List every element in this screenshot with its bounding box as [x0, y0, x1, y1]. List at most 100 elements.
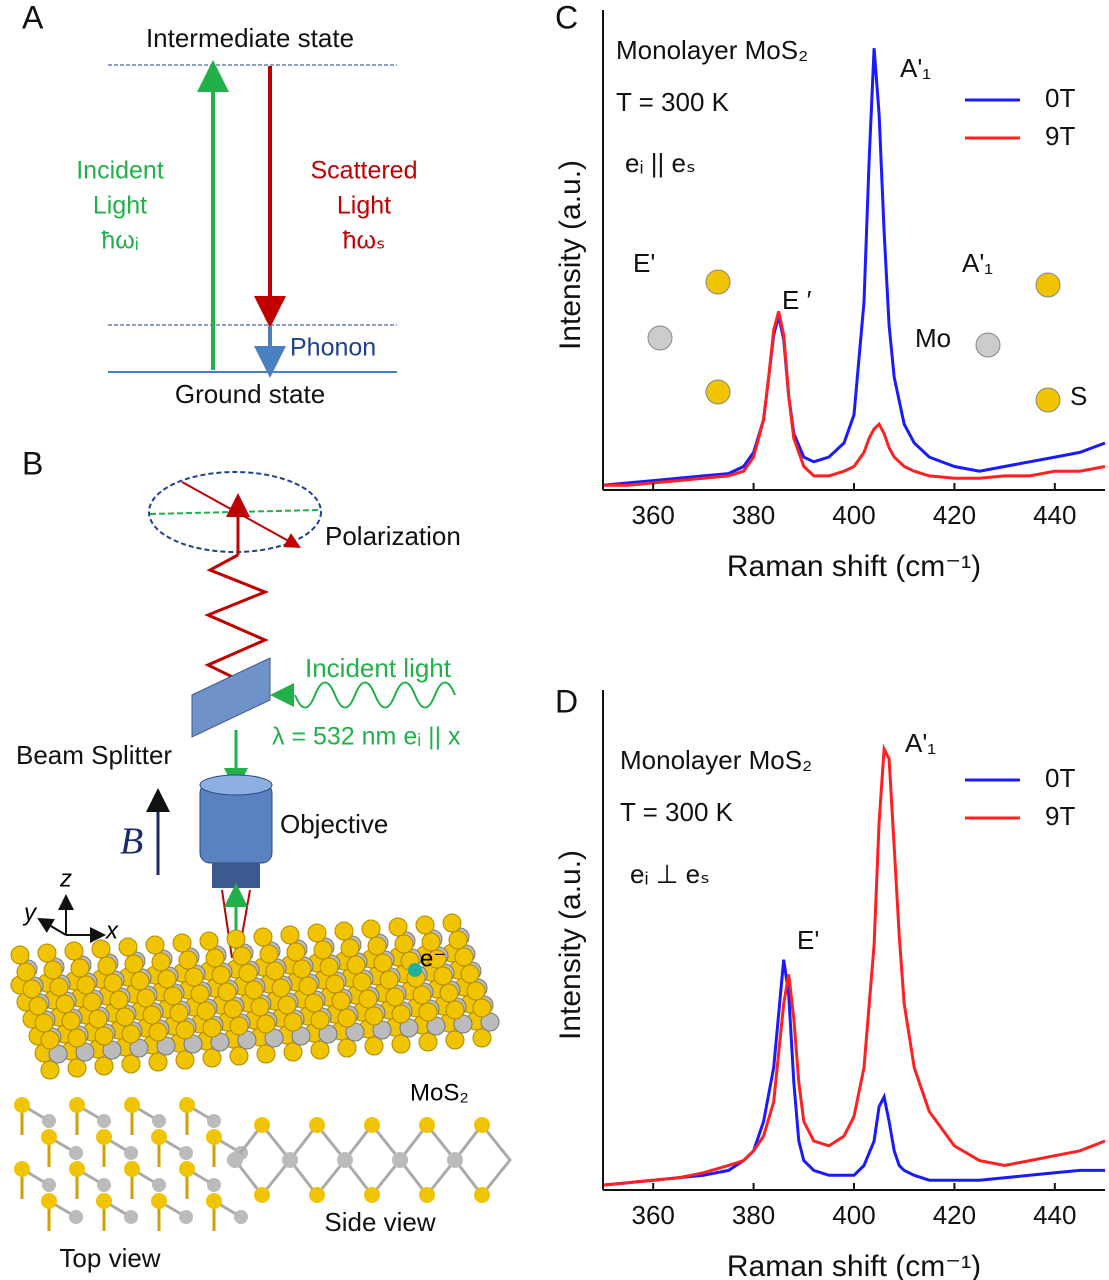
atom [337, 1152, 353, 1168]
atom [152, 1114, 166, 1128]
annotation: E ′ [782, 285, 812, 315]
series-line [602, 48, 1106, 487]
atom [94, 1056, 114, 1076]
atom [124, 1146, 138, 1160]
label: MoS₂ [410, 1079, 469, 1106]
atom [55, 994, 75, 1014]
label: x [105, 917, 119, 944]
atom [179, 1097, 195, 1113]
atom [136, 988, 156, 1008]
atom [118, 937, 138, 957]
atom [364, 1006, 384, 1026]
atom [283, 1012, 303, 1032]
atom [151, 952, 171, 972]
atom [199, 931, 219, 951]
x-tick-label: 380 [732, 500, 775, 530]
atom [392, 1152, 408, 1168]
annotation: A'₁ [962, 248, 993, 278]
atom [94, 1026, 114, 1046]
series-line [602, 743, 1106, 1187]
atom [265, 961, 285, 981]
label: e⁻ [420, 945, 446, 972]
atom [40, 1030, 60, 1050]
atom [69, 1146, 83, 1160]
atom [388, 917, 408, 937]
atom [121, 1024, 141, 1044]
atom [309, 1117, 325, 1133]
atom [179, 1210, 193, 1224]
atom [96, 1129, 112, 1145]
atom [22, 979, 42, 999]
bond [398, 1122, 457, 1198]
panel-label: C [555, 0, 578, 35]
atom [472, 998, 492, 1018]
atom [179, 1146, 193, 1160]
label: Side view [324, 1207, 435, 1237]
bond [343, 1122, 402, 1198]
atom [124, 1097, 140, 1113]
x-tick-label: 440 [1033, 1200, 1076, 1230]
atom [69, 1161, 85, 1177]
atom [232, 946, 252, 966]
objective [199, 774, 273, 796]
atom [448, 930, 468, 950]
atom [705, 269, 731, 295]
atom [148, 1052, 168, 1072]
panel-label: D [555, 683, 578, 719]
atom [179, 1161, 195, 1177]
atom [40, 1060, 60, 1080]
atom [196, 1001, 216, 1021]
atom [439, 983, 459, 1003]
annotation: Mo [915, 323, 951, 353]
atom [223, 999, 243, 1019]
atom [394, 934, 414, 954]
atom [42, 1178, 56, 1192]
atom [14, 1097, 30, 1113]
annotation: eᵢ ⊥ eₛ [630, 859, 710, 889]
label: z [59, 865, 72, 892]
atom [474, 1117, 490, 1133]
x-tick-label: 380 [732, 1200, 775, 1230]
x-tick-label: 420 [933, 1200, 976, 1230]
annotation: Monolayer MoS₂ [620, 745, 812, 775]
level-label: Intermediate state [146, 23, 354, 53]
atom [124, 1210, 138, 1224]
atom [313, 940, 333, 960]
atom [419, 1117, 435, 1133]
atom [415, 915, 435, 935]
atom [418, 1032, 438, 1052]
x-axis-label: Raman shift (cm⁻¹) [727, 550, 981, 583]
atom [412, 985, 432, 1005]
atom [41, 1193, 57, 1209]
label: Light [337, 192, 391, 220]
label: Scattered [310, 157, 417, 185]
atom [358, 989, 378, 1009]
bond [233, 1122, 292, 1198]
annotation: S [1070, 381, 1087, 411]
atom [391, 1004, 411, 1024]
atom [103, 973, 123, 993]
atom [124, 954, 144, 974]
atom [121, 1054, 141, 1074]
atom [310, 1010, 330, 1030]
label: Beam Splitter [16, 740, 172, 770]
label: Incident light [305, 653, 452, 683]
atom [256, 1044, 276, 1064]
legend-label: 9T [1045, 121, 1075, 151]
atom [145, 935, 165, 955]
atom [163, 986, 183, 1006]
atom [310, 1040, 330, 1060]
electron [408, 963, 422, 977]
axis-arrow [37, 917, 67, 936]
atom [234, 1210, 248, 1224]
atom [10, 945, 30, 965]
panel-label: B [22, 445, 43, 481]
atom [282, 1152, 298, 1168]
atom [202, 1048, 222, 1068]
atom [175, 1050, 195, 1070]
atom [259, 944, 279, 964]
atom [96, 1193, 112, 1209]
label: y [22, 899, 38, 926]
atom [238, 963, 258, 983]
atom [28, 996, 48, 1016]
